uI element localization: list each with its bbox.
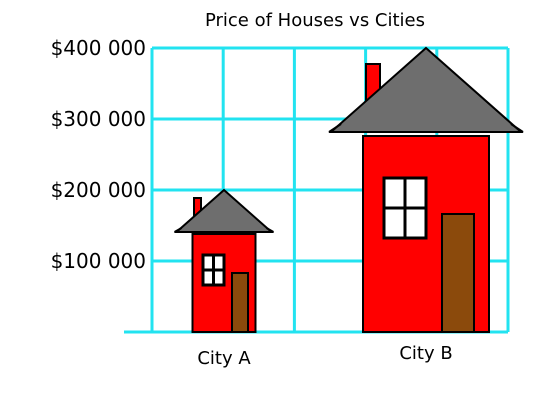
y-tick-label: $400 000 (51, 36, 146, 60)
house-eave-left (174, 227, 182, 233)
house-bars (173, 46, 524, 333)
house-bar (328, 46, 524, 333)
chart-title: Price of Houses vs Cities (205, 10, 425, 31)
y-axis-ticks: $100 000 $200 000 $300 000 $400 000 (51, 36, 146, 273)
y-tick-label: $200 000 (51, 178, 146, 202)
house-eave-left (328, 123, 342, 133)
house-door (441, 213, 475, 333)
house-eave-right (266, 227, 274, 233)
house-door (231, 272, 249, 333)
house-roof (173, 188, 275, 233)
house-eave-right (510, 123, 524, 133)
x-category-label: City B (399, 343, 452, 364)
house-roof (328, 46, 524, 133)
x-axis-categories: City A City B (197, 343, 452, 369)
house-bar (173, 188, 275, 333)
y-tick-label: $300 000 (51, 107, 146, 131)
y-tick-label: $100 000 (51, 249, 146, 273)
x-category-label: City A (197, 348, 251, 369)
